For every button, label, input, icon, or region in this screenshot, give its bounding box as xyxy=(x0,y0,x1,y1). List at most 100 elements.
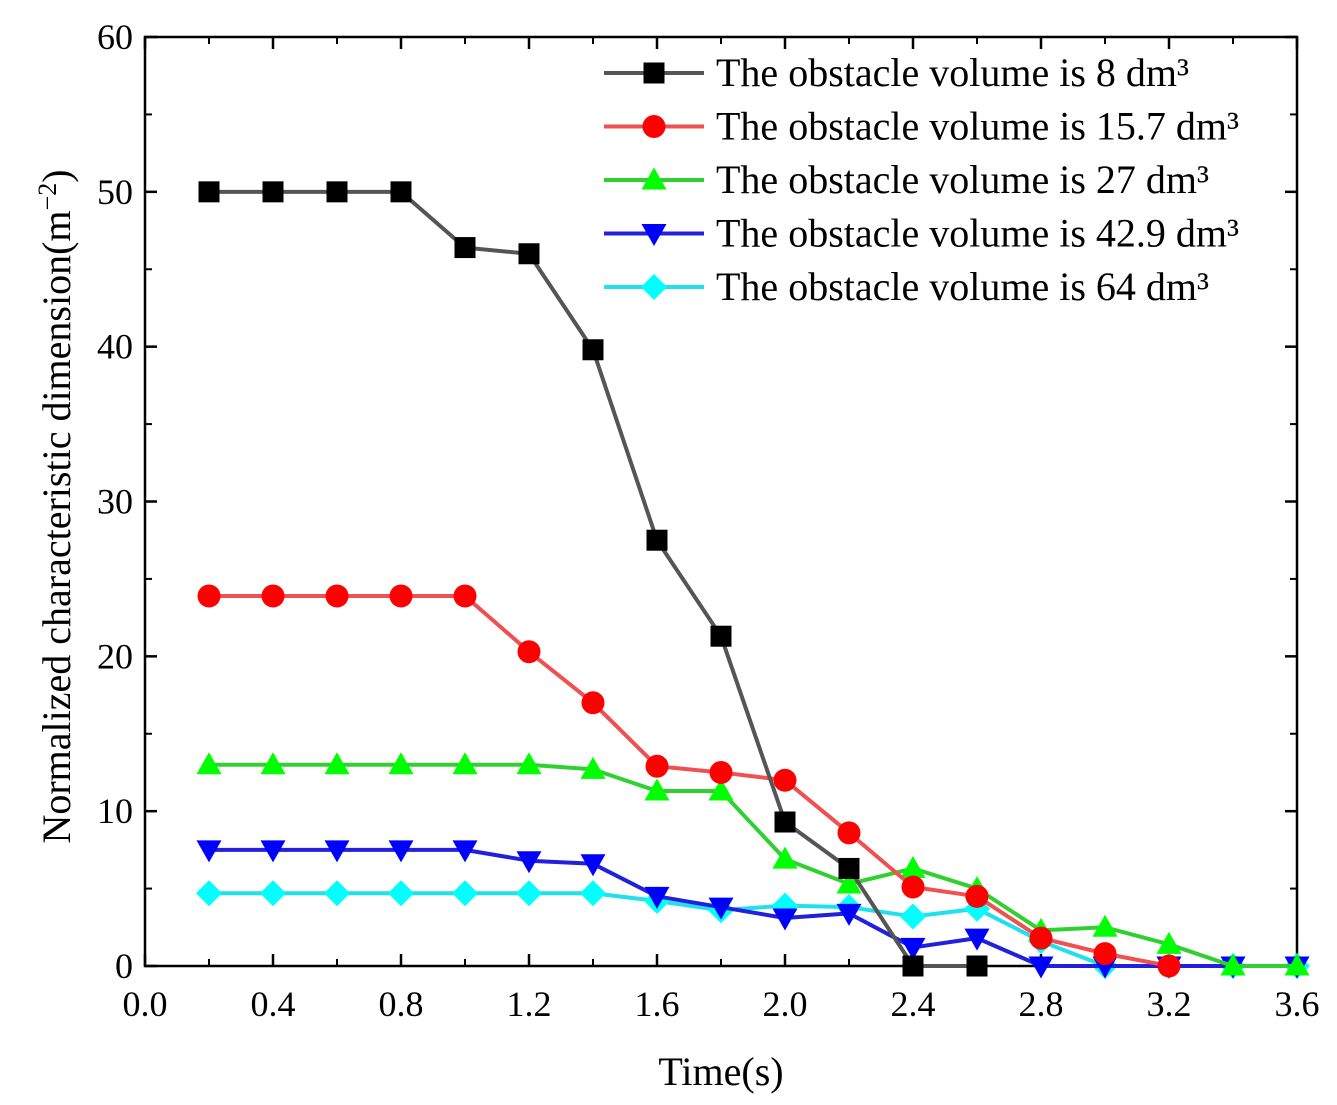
x-tick-label: 2.8 xyxy=(1019,984,1064,1024)
y-axis-title-text: Normalized characteristic dimension(m xyxy=(34,210,79,843)
data-point xyxy=(1093,942,1117,966)
y-axis-title: Normalized characteristic dimension(m−2) xyxy=(33,169,79,843)
series-2 xyxy=(197,584,1181,978)
data-point xyxy=(452,840,478,863)
data-point xyxy=(709,760,733,784)
data-point xyxy=(196,840,222,863)
series-line xyxy=(209,762,1297,968)
legend-entry: The obstacle volume is 15.7 dm³ xyxy=(604,104,1239,149)
data-point xyxy=(197,584,221,608)
data-point xyxy=(390,181,412,203)
y-tick-label: 50 xyxy=(97,172,133,212)
data-point xyxy=(645,754,669,778)
data-point xyxy=(966,955,988,977)
data-point xyxy=(580,880,606,907)
data-point xyxy=(644,886,670,909)
data-point xyxy=(1157,954,1181,978)
data-point xyxy=(260,880,286,907)
x-tick-label: 1.6 xyxy=(635,984,680,1024)
legend-label: The obstacle volume is 64 dm³ xyxy=(716,264,1209,309)
data-point xyxy=(388,880,414,907)
data-point xyxy=(838,857,860,879)
data-point xyxy=(196,880,222,907)
data-point xyxy=(901,875,925,899)
data-point xyxy=(261,584,285,608)
data-point xyxy=(388,840,414,863)
legend-label: The obstacle volume is 15.7 dm³ xyxy=(716,104,1239,149)
data-point xyxy=(516,851,542,874)
data-point xyxy=(454,237,476,259)
data-point xyxy=(324,840,350,863)
series-3 xyxy=(196,752,1310,976)
data-point xyxy=(773,768,797,792)
x-tick-label: 1.2 xyxy=(507,984,552,1024)
legend-entry: The obstacle volume is 64 dm³ xyxy=(604,264,1209,309)
axes: 0.0 0.4 0.8 1.2 1.6 2.0 2.4 2.8 3.2 3.6 0 10 20 30 40 5… xyxy=(97,17,1320,1024)
y-tick-label: 60 xyxy=(97,17,133,57)
data-point xyxy=(1028,956,1054,979)
y-tick-label: 10 xyxy=(97,791,133,831)
data-point xyxy=(965,884,989,908)
data-point xyxy=(580,756,606,779)
x-tick-label: 2.4 xyxy=(891,984,936,1024)
data-point xyxy=(452,752,478,775)
y-tick-label: 40 xyxy=(97,327,133,367)
y-axis-title-close: ) xyxy=(34,169,79,182)
data-point xyxy=(644,778,670,801)
x-tick-label: 0.4 xyxy=(251,984,296,1024)
data-point xyxy=(772,846,798,869)
legend-marker xyxy=(641,224,667,246)
data-point xyxy=(1156,931,1182,954)
data-point xyxy=(452,880,478,907)
data-point xyxy=(902,955,924,977)
data-point xyxy=(580,854,606,877)
data-point xyxy=(196,752,222,775)
y-tick-label: 0 xyxy=(115,946,133,986)
legend-label: The obstacle volume is 8 dm³ xyxy=(716,50,1189,95)
x-tick-label: 0.8 xyxy=(379,984,424,1024)
data-point xyxy=(518,243,540,265)
data-point xyxy=(516,880,542,907)
data-point xyxy=(581,691,605,715)
data-point xyxy=(1284,953,1310,976)
legend-marker xyxy=(641,167,667,190)
legend-marker xyxy=(641,274,667,300)
legend-entry: The obstacle volume is 8 dm³ xyxy=(604,50,1189,95)
data-point xyxy=(326,181,348,203)
series-1 xyxy=(198,181,988,977)
data-point xyxy=(389,584,413,608)
data-point xyxy=(836,871,862,894)
y-tick-label: 20 xyxy=(97,636,133,676)
data-point xyxy=(772,908,798,931)
data-point xyxy=(774,811,796,833)
x-tick-label: 0.0 xyxy=(123,984,168,1024)
x-tick-label: 2.0 xyxy=(763,984,808,1024)
data-point xyxy=(1220,953,1246,976)
data-point xyxy=(260,840,286,863)
data-point xyxy=(453,584,477,608)
data-point xyxy=(324,752,350,775)
x-tick-label: 3.2 xyxy=(1147,984,1192,1024)
legend-label: The obstacle volume is 27 dm³ xyxy=(716,157,1209,202)
data-point xyxy=(262,181,284,203)
data-point xyxy=(710,625,732,647)
y-tick-label: 30 xyxy=(97,482,133,522)
data-point xyxy=(582,339,604,361)
legend: The obstacle volume is 8 dm³ The obstacle… xyxy=(604,50,1239,309)
data-point xyxy=(900,903,926,930)
series-layer xyxy=(196,181,1310,979)
data-point xyxy=(836,903,862,926)
data-point xyxy=(964,928,990,951)
data-point xyxy=(837,821,861,845)
data-point xyxy=(900,855,926,878)
data-point xyxy=(260,752,286,775)
data-point xyxy=(900,937,926,960)
data-point xyxy=(646,529,668,551)
legend-marker xyxy=(643,62,665,84)
data-point xyxy=(1092,914,1118,937)
data-point xyxy=(388,752,414,775)
data-point xyxy=(708,778,734,801)
legend-entry: The obstacle volume is 42.9 dm³ xyxy=(604,211,1239,256)
x-axis-title: Time(s) xyxy=(658,1049,783,1094)
